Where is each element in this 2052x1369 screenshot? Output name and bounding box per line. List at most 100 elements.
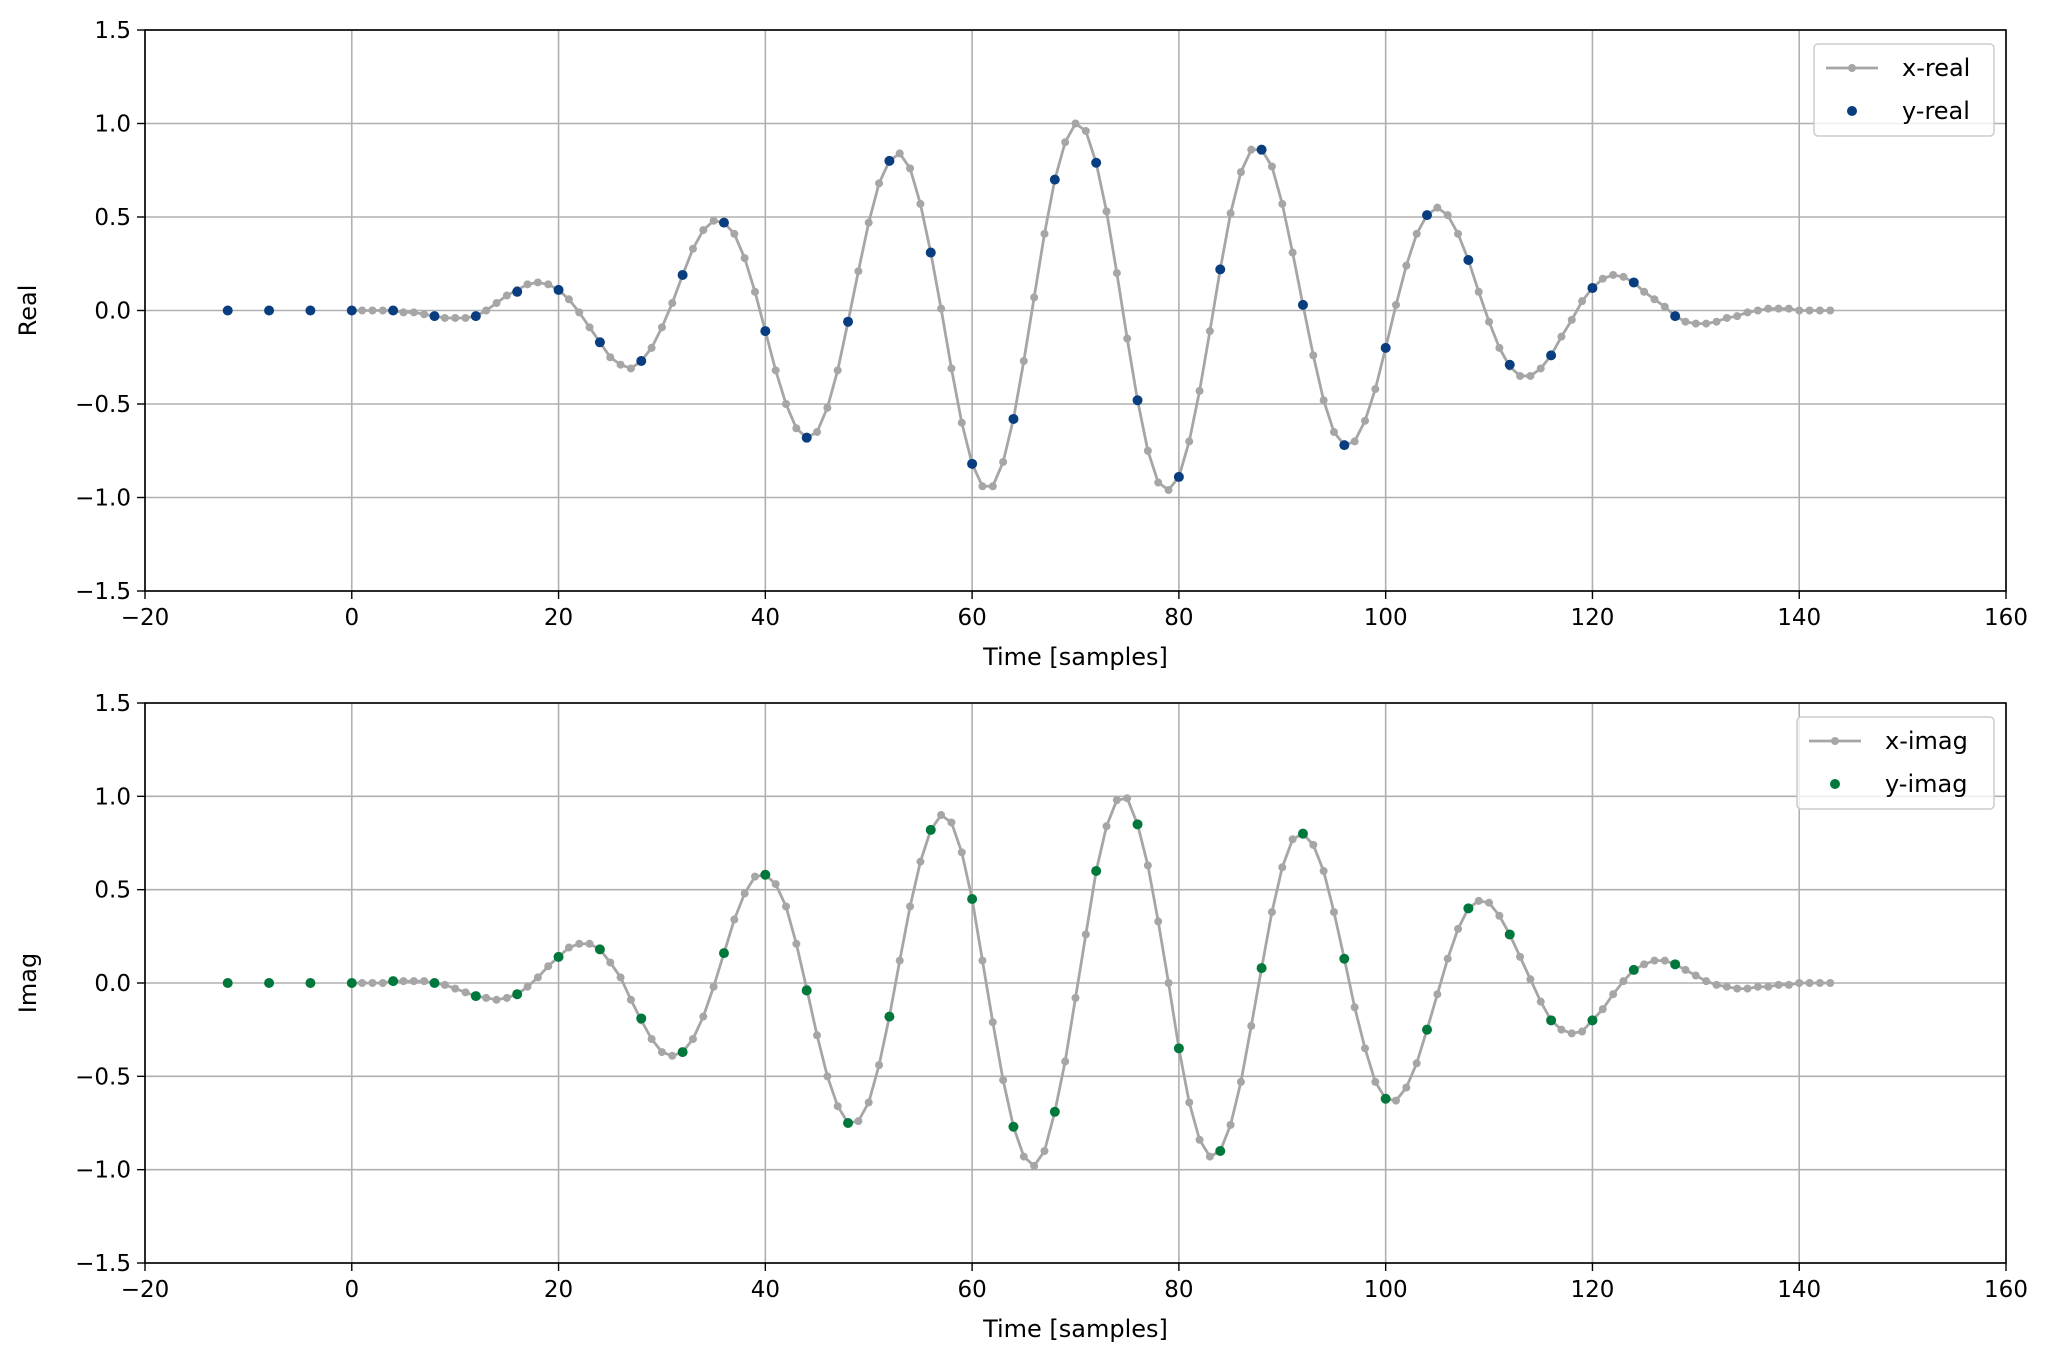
data-point <box>1226 1120 1235 1129</box>
data-point <box>843 1118 854 1128</box>
data-point <box>947 364 956 373</box>
data-point <box>533 278 542 287</box>
data-point <box>1774 304 1783 313</box>
data-point <box>1660 956 1669 965</box>
data-point <box>699 1012 708 1021</box>
data-point <box>730 915 739 924</box>
data-point <box>668 1051 677 1060</box>
data-point <box>1061 138 1070 147</box>
x-tick-label: 120 <box>1570 1277 1614 1303</box>
data-point <box>854 267 863 276</box>
data-point <box>1164 486 1173 495</box>
data-point <box>1309 840 1318 849</box>
data-point <box>1826 979 1835 987</box>
data-point <box>1247 1021 1256 1030</box>
y-tick-label: 0.5 <box>94 205 131 231</box>
data-point <box>1071 993 1080 1002</box>
data-point <box>420 977 429 986</box>
data-point <box>1640 287 1649 296</box>
data-point <box>1826 306 1835 315</box>
data-point <box>1587 283 1598 294</box>
data-point <box>699 226 708 235</box>
data-point <box>1609 270 1618 279</box>
data-point <box>1256 963 1267 974</box>
data-point <box>1205 1152 1214 1161</box>
data-point <box>1040 1147 1049 1155</box>
data-point <box>399 977 408 986</box>
data-point <box>1433 203 1442 212</box>
data-point <box>1722 982 1731 991</box>
legend: x-imag y-imag <box>1796 716 1995 810</box>
data-point <box>1173 471 1184 482</box>
data-point <box>1691 319 1700 328</box>
data-point <box>264 305 275 316</box>
data-point <box>792 939 801 948</box>
data-point <box>1815 306 1824 315</box>
data-point <box>1402 261 1411 270</box>
data-point <box>378 306 387 315</box>
data-point <box>925 247 936 258</box>
data-point <box>916 857 925 866</box>
data-point <box>305 305 316 316</box>
data-point <box>1454 924 1463 933</box>
data-point <box>895 956 904 965</box>
data-point <box>1061 1057 1070 1066</box>
data-point <box>1267 908 1276 917</box>
imag-panel: −20 0 20 40 60 80 100 120 140 160 −1.5 −1.0 −0.5 0.0 0… <box>14 691 2028 1343</box>
data-point <box>1008 413 1019 424</box>
legend-label-y-imag: y-imag <box>1885 770 1967 798</box>
data-point <box>1712 980 1721 989</box>
data-point <box>813 1031 822 1040</box>
data-point <box>1722 313 1731 322</box>
data-point <box>957 418 966 427</box>
data-point <box>585 323 594 332</box>
x-tick-label: 40 <box>751 1277 780 1303</box>
data-point <box>1360 416 1369 425</box>
data-point <box>1567 315 1576 324</box>
data-point <box>1132 819 1143 830</box>
data-point <box>823 1072 832 1081</box>
data-point <box>1309 351 1318 360</box>
data-point <box>502 993 511 1002</box>
data-point <box>470 991 481 1002</box>
data-point <box>1578 1027 1587 1036</box>
data-point <box>470 311 481 322</box>
x-tick-label: 0 <box>344 605 359 631</box>
data-point <box>1019 356 1028 365</box>
data-point <box>1132 395 1143 406</box>
series-y-real <box>222 144 1681 482</box>
data-point <box>1474 287 1483 296</box>
data-point <box>947 818 956 827</box>
data-point <box>1081 930 1090 939</box>
y-tick-label: −1.5 <box>75 579 131 605</box>
x-tick-label: 60 <box>957 1277 986 1303</box>
data-point <box>523 280 532 289</box>
data-point <box>606 958 615 967</box>
data-point <box>750 872 759 881</box>
data-point <box>1143 861 1152 870</box>
y-tick-label: −0.5 <box>75 1064 131 1090</box>
data-point <box>750 287 759 296</box>
data-point <box>636 1013 647 1024</box>
data-point <box>1628 277 1639 288</box>
data-point <box>906 902 915 911</box>
y-axis-label: Imag <box>14 953 42 1013</box>
y-tick-label: 1.0 <box>94 784 131 810</box>
data-point <box>1071 119 1080 128</box>
data-point <box>553 284 564 295</box>
data-point <box>512 286 523 297</box>
data-point <box>409 308 418 317</box>
data-point <box>916 199 925 208</box>
data-point <box>1288 835 1297 844</box>
data-point <box>925 824 936 835</box>
data-point <box>906 164 915 173</box>
data-point <box>461 313 470 322</box>
data-point <box>1267 162 1276 171</box>
data-point <box>1753 982 1762 991</box>
data-point <box>440 313 449 322</box>
data-point <box>1753 306 1762 315</box>
data-point <box>1350 1003 1359 1012</box>
data-point <box>1226 209 1235 218</box>
data-point <box>1733 312 1742 321</box>
data-point <box>730 229 739 238</box>
